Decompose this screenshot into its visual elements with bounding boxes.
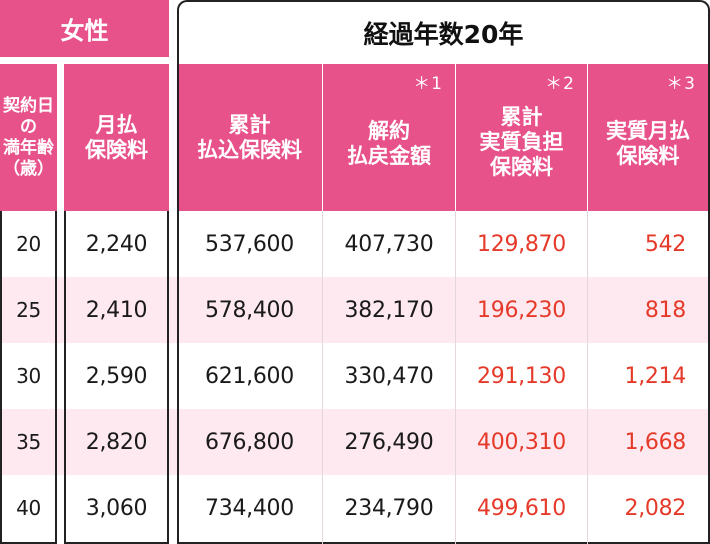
table-row: 40 3,060 734,400 234,790 499,610 2,082 xyxy=(0,475,710,541)
cell-real-burden: 499,610 xyxy=(477,495,566,521)
cell-real-monthly: 1,668 xyxy=(624,429,687,455)
real-burden-line-3: 保険料 xyxy=(490,155,553,179)
monthly-header-line-1: 月払 xyxy=(95,112,138,137)
body-divider-3 xyxy=(587,211,588,544)
table-row: 20 2,240 537,600 407,730 129,870 542 xyxy=(0,211,710,277)
refund-note: ＊1 xyxy=(413,74,443,94)
header-divider-3 xyxy=(587,64,588,211)
monthly-header-line-2: 保険料 xyxy=(85,137,148,162)
real-burden-line-1: 累計 xyxy=(500,105,543,129)
age-column-header: 契約日 の 満年齢 （歳） xyxy=(0,64,57,211)
cell-real-burden: 129,870 xyxy=(477,231,566,257)
real-burden-note: ＊2 xyxy=(545,74,575,94)
cell-monthly: 2,590 xyxy=(85,363,148,389)
cumulative-header-line-1: 累計 xyxy=(228,112,271,137)
refund-header: ＊1 解約 払戻金額 xyxy=(323,64,455,211)
age-header-line-3: 満年齢 xyxy=(3,137,54,158)
period-title: 経過年数20年 xyxy=(363,20,524,49)
cell-refund: 276,490 xyxy=(344,429,434,455)
age-header-line-1: 契約日 xyxy=(3,95,54,116)
cumulative-header-line-2: 払込保険料 xyxy=(197,137,302,162)
real-monthly-line-1: 実質月払 xyxy=(606,118,690,143)
left-age-border xyxy=(0,211,57,544)
right-body-border xyxy=(177,211,710,544)
cell-age: 20 xyxy=(16,232,41,256)
real-monthly-line-2: 保険料 xyxy=(616,143,680,168)
table-row: 25 2,410 578,400 382,170 196,230 818 xyxy=(0,277,710,343)
cell-real-monthly: 1,214 xyxy=(624,363,687,389)
table-row: 35 2,820 676,800 276,490 400,310 1,668 xyxy=(0,409,710,475)
header-divider-2 xyxy=(455,64,456,211)
cell-real-monthly: 2,082 xyxy=(624,495,687,521)
cell-refund: 382,170 xyxy=(344,297,434,323)
refund-header-line-2: 払戻金額 xyxy=(347,143,431,168)
cell-refund: 330,470 xyxy=(344,363,434,389)
period-title-box: 経過年数20年 xyxy=(177,0,710,64)
gender-label: 女性 xyxy=(0,0,169,57)
cell-refund: 234,790 xyxy=(344,495,434,521)
left-monthly-border xyxy=(64,211,169,544)
real-burden-line-2: 実質負担 xyxy=(479,130,564,154)
cell-monthly: 2,240 xyxy=(85,231,148,257)
cell-refund: 407,730 xyxy=(344,231,434,257)
cell-monthly: 2,820 xyxy=(85,429,148,455)
gender-label-text: 女性 xyxy=(60,17,109,45)
cell-monthly: 2,410 xyxy=(85,297,148,323)
header-divider-1 xyxy=(322,64,323,211)
cell-real-monthly: 818 xyxy=(644,297,686,323)
cell-age: 25 xyxy=(16,298,41,322)
real-monthly-header: ＊3 実質月払 保険料 xyxy=(588,64,708,211)
monthly-premium-header: 月払 保険料 xyxy=(64,64,169,211)
cell-cumulative-paid: 621,600 xyxy=(205,363,294,389)
cumulative-paid-header: 累計 払込保険料 xyxy=(177,64,322,211)
table-row: 30 2,590 621,600 330,470 291,130 1,214 xyxy=(0,343,710,409)
real-burden-header: ＊2 累計 実質負担 保険料 xyxy=(456,64,587,211)
cell-real-burden: 196,230 xyxy=(477,297,566,323)
body-divider-2 xyxy=(455,211,456,544)
body-divider-1 xyxy=(322,211,323,544)
cell-age: 35 xyxy=(16,430,41,454)
cell-age: 30 xyxy=(16,364,41,388)
cell-real-burden: 400,310 xyxy=(477,429,566,455)
refund-header-line-1: 解約 xyxy=(368,118,410,143)
cell-cumulative-paid: 578,400 xyxy=(205,297,294,323)
age-header-line-4: （歳） xyxy=(3,158,54,179)
cell-monthly: 3,060 xyxy=(85,495,148,521)
cell-age: 40 xyxy=(16,496,41,520)
cell-real-monthly: 542 xyxy=(644,231,686,257)
cell-cumulative-paid: 676,800 xyxy=(205,429,294,455)
real-monthly-note: ＊3 xyxy=(666,74,696,94)
cell-real-burden: 291,130 xyxy=(477,363,566,389)
cell-cumulative-paid: 734,400 xyxy=(205,495,294,521)
right-header-band xyxy=(177,64,710,211)
cell-cumulative-paid: 537,600 xyxy=(205,231,294,257)
age-header-line-2: の xyxy=(20,116,37,137)
